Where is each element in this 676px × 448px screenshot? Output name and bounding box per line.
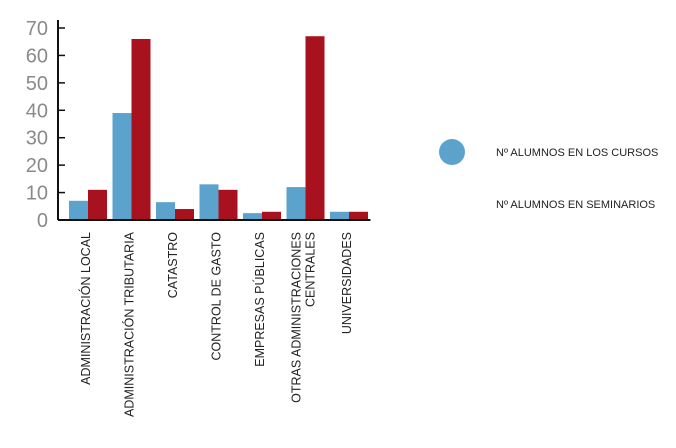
y-tick-label-50: 50 xyxy=(26,73,48,95)
category-label-5-line-1: CENTRALES xyxy=(304,232,318,307)
category-label-2-line-0: CATASTRO xyxy=(166,232,180,298)
bar-seminarios-3 xyxy=(218,189,238,220)
category-label-6: UNIVERSIDADES xyxy=(340,232,354,334)
category-label-1-line-0: ADMINISTRACIÓN TRIBUTARIA xyxy=(122,231,137,417)
legend-label-0: Nº ALUMNOS EN LOS CURSOS xyxy=(496,147,658,159)
category-label-0: ADMINISTRACIÓN LOCAL xyxy=(78,232,93,385)
category-label-0-line-0: ADMINISTRACIÓN LOCAL xyxy=(78,232,93,385)
bar-cursos-0 xyxy=(69,200,88,220)
category-label-5: OTRAS ADMINISTRACIONES CENTRALES xyxy=(290,232,318,403)
bar-seminarios-5 xyxy=(305,36,325,220)
category-label-3-line-0: CONTROL DE GASTO xyxy=(210,232,224,361)
category-label-5-line-0: OTRAS ADMINISTRACIONES xyxy=(290,232,304,403)
y-tick-label-20: 20 xyxy=(26,155,48,177)
bar-cursos-4 xyxy=(243,213,262,220)
bar-cursos-2 xyxy=(156,202,175,220)
bar-seminarios-2 xyxy=(175,209,194,220)
bar-cursos-6 xyxy=(330,211,349,220)
bar-cursos-5 xyxy=(286,187,306,220)
category-label-6-line-0: UNIVERSIDADES xyxy=(340,232,354,334)
category-label-1: ADMINISTRACIÓN TRIBUTARIA xyxy=(122,231,137,417)
bar-seminarios-1 xyxy=(131,38,151,220)
y-tick-label-70: 70 xyxy=(26,18,48,40)
bar-seminarios-0 xyxy=(88,189,107,220)
category-label-4: EMPRESAS PÚBLICAS xyxy=(252,232,267,367)
y-tick-label-60: 60 xyxy=(26,45,48,67)
bar-cursos-1 xyxy=(112,113,132,220)
bar-seminarios-4 xyxy=(262,211,281,220)
bar-seminarios-6 xyxy=(349,211,368,220)
y-tick-label-10: 10 xyxy=(26,183,48,205)
category-label-2: CATASTRO xyxy=(166,232,180,298)
y-tick-label-40: 40 xyxy=(26,100,48,122)
y-tick-label-30: 30 xyxy=(26,128,48,150)
bar-cursos-3 xyxy=(199,184,219,220)
category-label-3: CONTROL DE GASTO xyxy=(210,232,224,361)
y-tick-label-0: 0 xyxy=(37,210,48,232)
category-label-4-line-0: EMPRESAS PÚBLICAS xyxy=(252,232,267,367)
legend-swatch-cursos xyxy=(439,139,465,165)
legend-label-1: Nº ALUMNOS EN SEMINARIOS xyxy=(496,199,655,211)
